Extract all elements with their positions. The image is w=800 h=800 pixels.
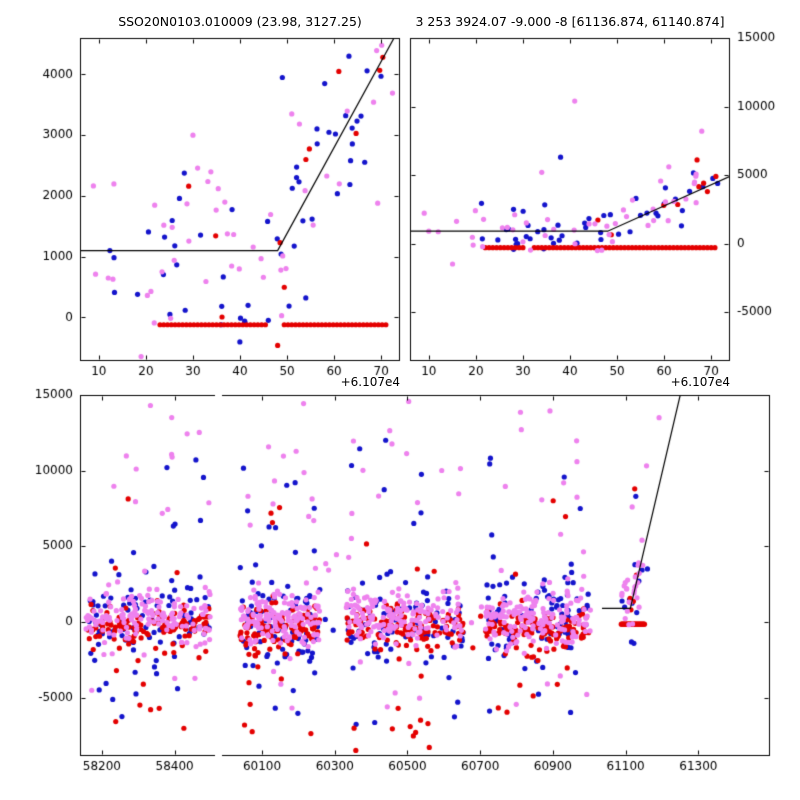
top-left-x-offset-label: +6.107e4: [340, 375, 400, 389]
top-left-panel-title: SSO20N0103.010009 (23.98, 3127.25): [118, 14, 362, 29]
top-right-panel-title: 3 253 3924.07 -9.000 -8 [61136.874, 6114…: [415, 14, 725, 29]
top-right-x-offset-label: +6.107e4: [670, 375, 730, 389]
